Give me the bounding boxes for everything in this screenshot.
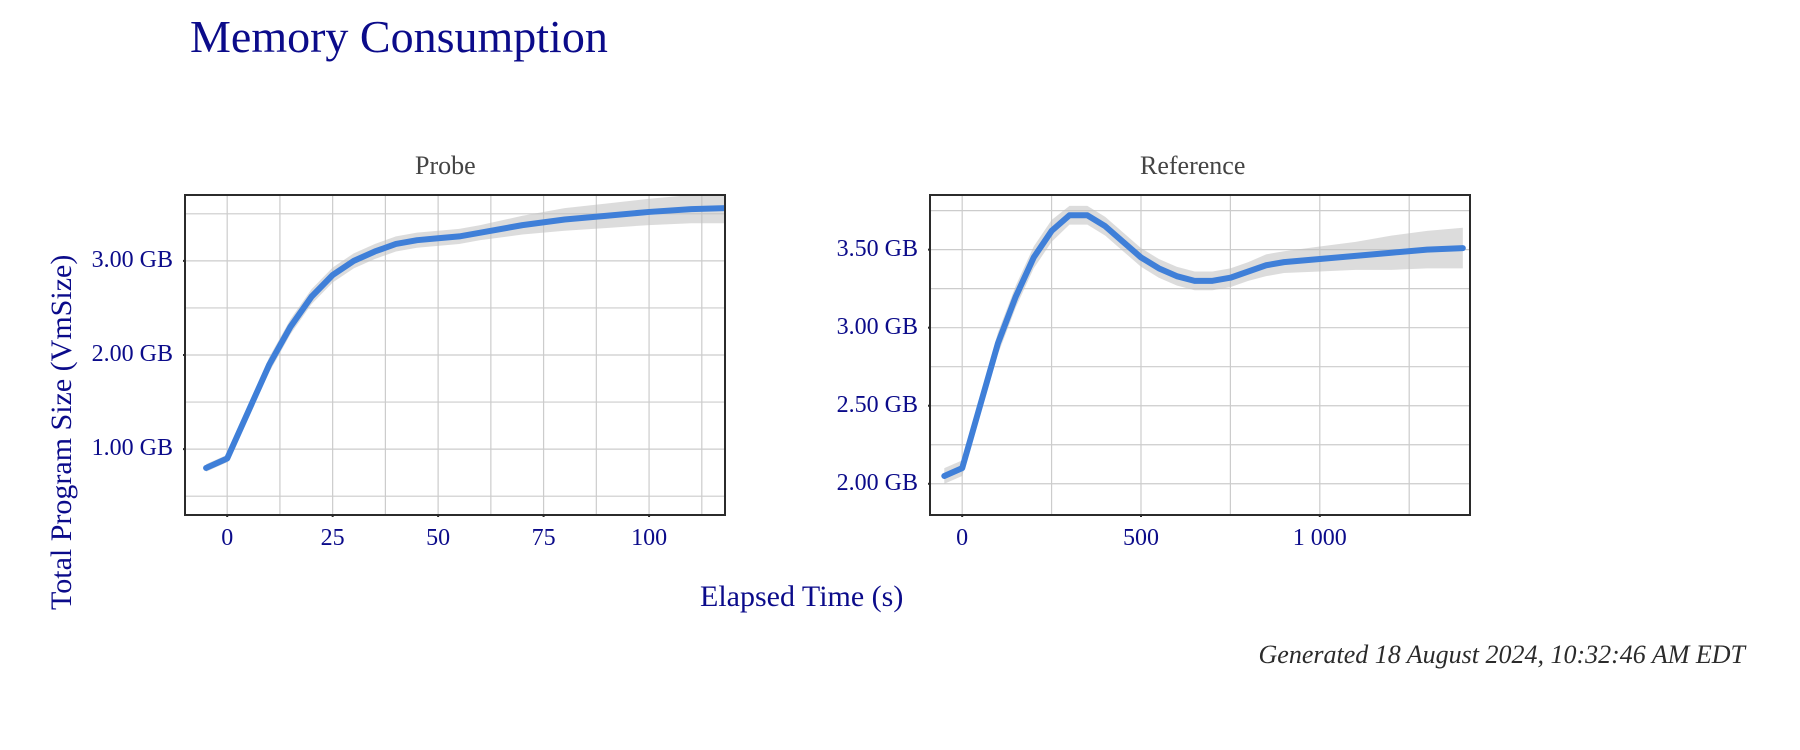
x-tick-label: 100 [619, 525, 679, 552]
reference-subtitle: Reference [1140, 151, 1245, 181]
probe-subtitle: Probe [415, 151, 476, 181]
y-tick-label: 3.50 GB [810, 236, 918, 263]
y-axis-label: Total Program Size (VmSize) [45, 255, 79, 610]
y-tick-label: 1.00 GB [65, 435, 173, 462]
reference-chart [928, 193, 1472, 517]
x-tick-label: 0 [197, 525, 257, 552]
x-tick-label: 1 000 [1290, 525, 1350, 552]
x-tick-label: 75 [514, 525, 574, 552]
x-tick-label: 25 [303, 525, 363, 552]
x-tick-label: 0 [932, 525, 992, 552]
probe-chart [183, 193, 727, 517]
y-tick-label: 2.00 GB [65, 341, 173, 368]
y-tick-label: 3.00 GB [65, 247, 173, 274]
x-tick-label: 500 [1111, 525, 1171, 552]
generated-timestamp: Generated 18 August 2024, 10:32:46 AM ED… [1259, 640, 1746, 670]
x-axis-label: Elapsed Time (s) [700, 580, 903, 614]
y-tick-label: 3.00 GB [810, 314, 918, 341]
x-tick-label: 50 [408, 525, 468, 552]
y-tick-label: 2.00 GB [810, 470, 918, 497]
chart-title: Memory Consumption [190, 10, 608, 63]
y-tick-label: 2.50 GB [810, 392, 918, 419]
